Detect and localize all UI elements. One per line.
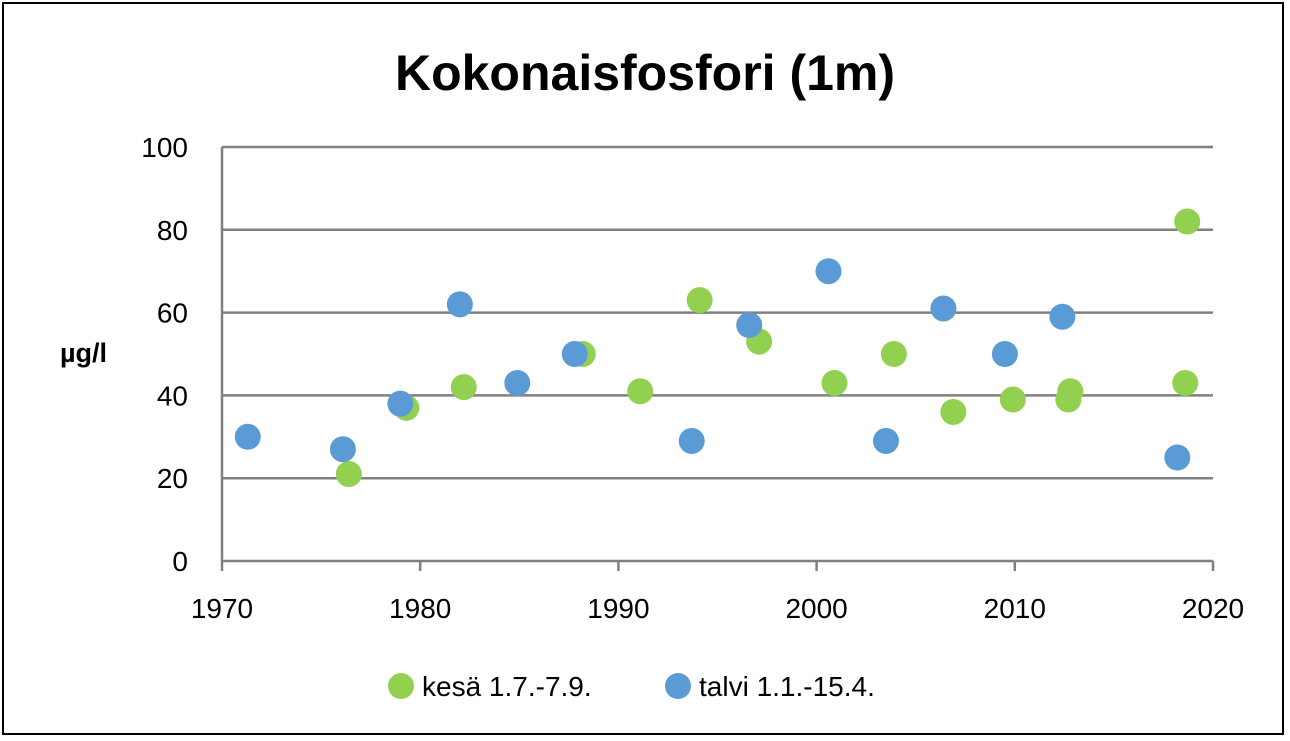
talvi-point [329, 436, 356, 463]
talvi-point [504, 369, 531, 396]
talvi-point [387, 390, 414, 417]
talvi-point [234, 423, 261, 450]
kesa-point [999, 386, 1026, 413]
kesa-point [880, 341, 907, 367]
legend-marker [665, 673, 691, 699]
kesa-point [686, 287, 713, 314]
kesa-point [1172, 369, 1199, 396]
legend-label: kesä 1.7.-7.9. [422, 671, 592, 702]
y-tick-label: 80 [157, 215, 188, 246]
talvi-point [991, 341, 1018, 367]
talvi-point [815, 258, 842, 285]
talvi-point [736, 312, 763, 339]
y-tick-label: 40 [157, 380, 188, 411]
x-tick-label: 1990 [587, 593, 649, 624]
talvi-point [678, 427, 705, 454]
y-tick-label: 100 [141, 132, 188, 163]
kesa-point [627, 378, 654, 405]
y-tick-label: 60 [157, 298, 188, 329]
x-tick-label: 1980 [389, 593, 451, 624]
kesa-point [940, 398, 967, 425]
legend-marker [388, 673, 414, 699]
talvi-point [1164, 444, 1191, 471]
kesa-point [1057, 378, 1084, 405]
talvi-point [930, 295, 957, 322]
kesa-point [821, 369, 848, 396]
x-tick-label: 2010 [984, 593, 1046, 624]
chart-title: Kokonaisfosfori (1m) [395, 45, 895, 101]
talvi-point [561, 341, 588, 367]
kesa-point [1174, 208, 1201, 235]
talvi-point [1049, 303, 1076, 330]
x-tick-label: 1970 [191, 593, 253, 624]
y-axis-label: µg/l [60, 338, 107, 368]
x-tick-label: 2000 [785, 593, 847, 624]
talvi-point [872, 427, 899, 454]
y-tick-label: 0 [172, 546, 188, 577]
kesa-point [450, 374, 477, 401]
talvi-point [446, 291, 473, 318]
legend-label: talvi 1.1.-15.4. [699, 671, 875, 702]
x-tick-label: 2020 [1182, 593, 1244, 624]
y-tick-label: 20 [157, 463, 188, 494]
kesa-point [335, 461, 362, 488]
